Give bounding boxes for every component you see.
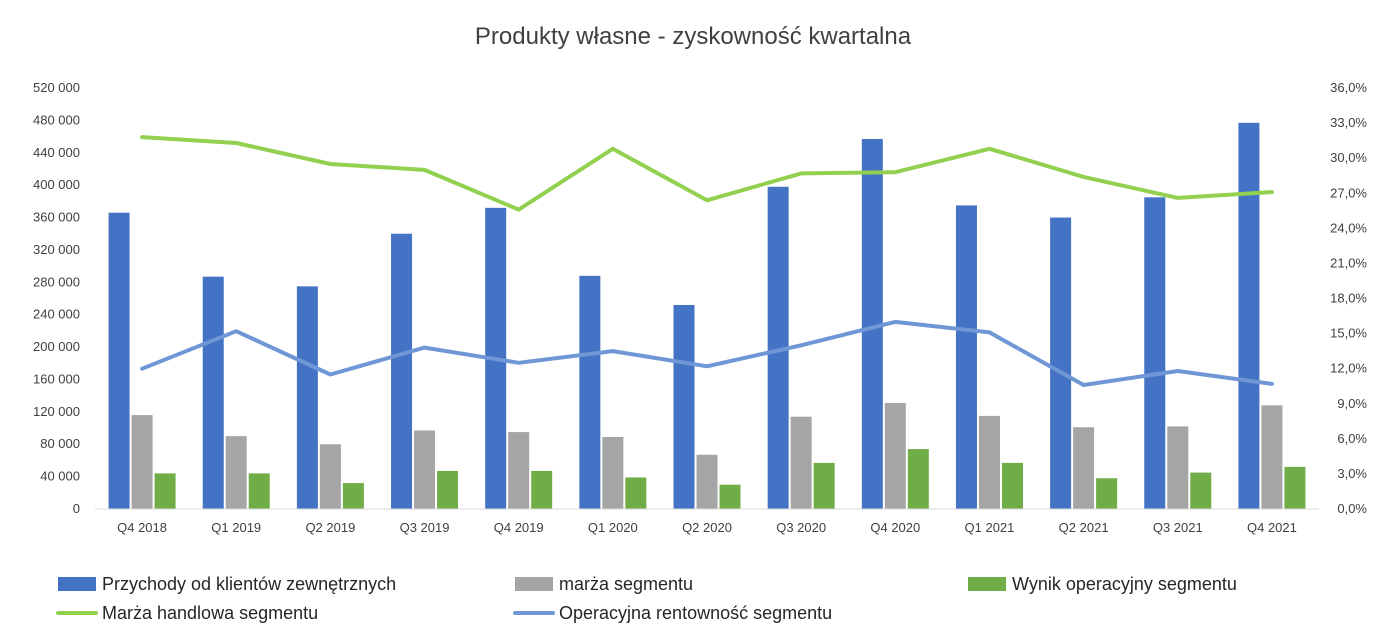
bar-3-3 — [342, 483, 364, 509]
left-tick-label: 440 000 — [33, 145, 80, 160]
bar-3-9 — [907, 449, 929, 509]
x-tick-label: Q3 2020 — [776, 520, 826, 535]
left-tick-label: 0 — [73, 501, 80, 516]
left-tick-label: 120 000 — [33, 404, 80, 419]
bar-3-7 — [719, 484, 741, 509]
line-series-2 — [140, 319, 1274, 387]
right-tick-label: 15,0% — [1330, 326, 1367, 341]
bar-1-9 — [861, 139, 883, 509]
legend-swatch — [515, 577, 553, 591]
x-tick-label: Q3 2021 — [1153, 520, 1203, 535]
bar-1-1 — [108, 212, 130, 509]
left-tick-label: 360 000 — [33, 210, 80, 225]
left-tick-label: 400 000 — [33, 177, 80, 192]
bar-3-13 — [1284, 466, 1306, 509]
left-tick-label: 280 000 — [33, 274, 80, 289]
bar-3-1 — [154, 473, 176, 509]
left-tick-label: 320 000 — [33, 242, 80, 257]
bar-1-6 — [579, 275, 601, 509]
bar-2-6 — [602, 436, 624, 509]
bar-3-6 — [625, 477, 647, 509]
right-tick-label: 27,0% — [1330, 185, 1367, 200]
bar-3-4 — [437, 470, 459, 509]
bar-3-10 — [1001, 462, 1023, 509]
bar-1-3 — [296, 286, 318, 509]
left-tick-label: 80 000 — [40, 436, 80, 451]
bar-1-7 — [673, 304, 695, 509]
x-tick-label: Q4 2021 — [1247, 520, 1297, 535]
right-axis: 0,0% 3,0% 6,0% 9,0% 12,0% 15,0% 18,0% 21,0% 24,0… — [1330, 80, 1367, 516]
bar-2-9 — [884, 402, 906, 509]
bar-3-2 — [248, 473, 270, 509]
x-tick-label: Q4 2020 — [870, 520, 920, 535]
legend-label: Przychody od klientów zewnętrznych — [102, 574, 396, 594]
bar-1-10 — [955, 205, 977, 509]
bar-1-11 — [1050, 217, 1072, 510]
left-tick-label: 240 000 — [33, 307, 80, 322]
x-axis: Q4 2018 Q1 2019 Q2 2019 Q3 2019 Q4 2019 Q1 20… — [117, 520, 1297, 535]
x-tick-label: Q3 2019 — [400, 520, 450, 535]
x-tick-label: Q1 2019 — [211, 520, 261, 535]
bar-2-13 — [1261, 405, 1283, 509]
legend: Przychody od klientów zewnętrznych marża … — [56, 574, 1237, 623]
right-tick-label: 9,0% — [1337, 396, 1367, 411]
x-tick-label: Q1 2021 — [965, 520, 1015, 535]
bar-2-12 — [1167, 426, 1189, 509]
bar-3-12 — [1190, 472, 1212, 509]
left-tick-label: 40 000 — [40, 469, 80, 484]
left-tick-label: 480 000 — [33, 112, 80, 127]
left-axis: 0 40 000 80 000 120 000 160 000 200 000 240 00… — [33, 80, 80, 516]
x-tick-label: Q1 2020 — [588, 520, 638, 535]
bar-3-5 — [531, 470, 553, 509]
right-tick-label: 30,0% — [1330, 150, 1367, 165]
bar-2-3 — [319, 444, 341, 509]
bar-3-8 — [813, 462, 835, 509]
bar-1-13 — [1238, 122, 1260, 509]
bar-2-10 — [978, 415, 1000, 509]
left-tick-label: 160 000 — [33, 371, 80, 386]
line-series — [140, 135, 1274, 387]
bar-series — [108, 122, 1306, 510]
x-tick-label: Q4 2018 — [117, 520, 167, 535]
left-tick-label: 200 000 — [33, 339, 80, 354]
bar-1-12 — [1144, 197, 1166, 509]
right-tick-label: 21,0% — [1330, 255, 1367, 270]
bar-2-11 — [1073, 427, 1095, 509]
legend-label: Wynik operacyjny segmentu — [1012, 574, 1237, 594]
right-tick-label: 18,0% — [1330, 291, 1367, 306]
legend-label: Marża handlowa segmentu — [102, 603, 318, 623]
x-tick-label: Q2 2021 — [1059, 520, 1109, 535]
bar-2-2 — [225, 436, 247, 509]
bar-2-1 — [131, 415, 153, 509]
bar-3-11 — [1096, 478, 1118, 509]
chart-title: Produkty własne - zyskowność kwartalna — [475, 23, 912, 50]
legend-label: Operacyjna rentowność segmentu — [559, 603, 832, 623]
x-tick-label: Q2 2019 — [305, 520, 355, 535]
bar-1-8 — [767, 186, 789, 509]
bar-2-5 — [508, 432, 530, 509]
bar-2-7 — [696, 454, 718, 509]
right-tick-label: 0,0% — [1337, 501, 1367, 516]
legend-swatch — [58, 577, 96, 591]
x-tick-label: Q2 2020 — [682, 520, 732, 535]
bar-2-4 — [414, 430, 436, 509]
left-tick-label: 520 000 — [33, 80, 80, 95]
right-tick-label: 3,0% — [1337, 466, 1367, 481]
legend-swatch — [968, 577, 1006, 591]
line-series-1 — [140, 135, 1274, 212]
right-tick-label: 33,0% — [1330, 115, 1367, 130]
right-tick-label: 6,0% — [1337, 431, 1367, 446]
x-tick-label: Q4 2019 — [494, 520, 544, 535]
bar-1-4 — [391, 233, 413, 509]
bar-1-2 — [202, 276, 224, 509]
legend-label: marża segmentu — [559, 574, 693, 594]
right-tick-label: 12,0% — [1330, 361, 1367, 376]
right-tick-label: 24,0% — [1330, 220, 1367, 235]
bar-2-8 — [790, 416, 812, 509]
right-tick-label: 36,0% — [1330, 80, 1367, 95]
